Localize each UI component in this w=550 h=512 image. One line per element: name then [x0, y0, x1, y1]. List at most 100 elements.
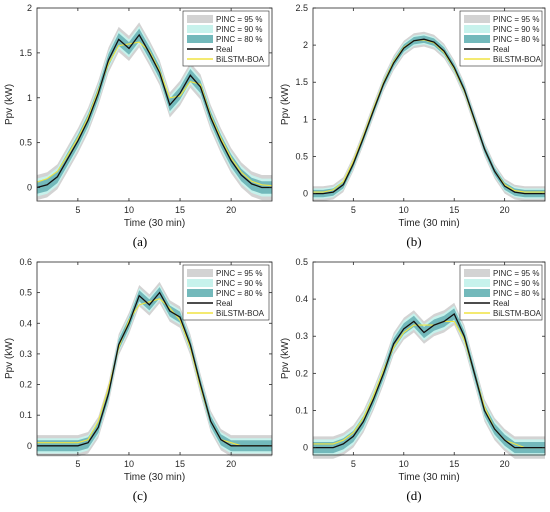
y-tick-label: 0 [27, 441, 32, 451]
series-real-line [313, 38, 545, 195]
band-pinc-80 [313, 35, 545, 198]
y-tick-label: 0.5 [19, 288, 32, 298]
x-tick-label: 15 [175, 459, 185, 469]
x-tick-label: 20 [500, 459, 510, 469]
legend-label: PINC = 80 % [216, 35, 262, 44]
legend-label: BiLSTM-BOA [216, 309, 265, 318]
legend-swatch [187, 35, 213, 43]
series-bilstm-line [37, 298, 272, 447]
y-tick-label: 0.4 [19, 318, 32, 328]
y-axis-label: Ppv (kW) [280, 84, 291, 125]
y-tick-label: 2 [27, 3, 32, 13]
legend-label: PINC = 90 % [216, 279, 262, 288]
y-tick-label: 0.1 [19, 410, 32, 420]
x-tick-label: 15 [449, 205, 459, 215]
panel-caption: (c) [133, 488, 147, 503]
y-tick-label: 1.5 [295, 77, 308, 87]
series-real-line [37, 291, 272, 447]
legend-label: BiLSTM-BOA [216, 55, 265, 64]
legend-label: PINC = 90 % [216, 25, 262, 34]
legend-label: PINC = 80 % [216, 289, 262, 298]
series-real-line [313, 313, 545, 449]
legend-swatch [464, 269, 490, 277]
legend-swatch [464, 279, 490, 287]
y-tick-label: 0.3 [19, 349, 32, 359]
y-tick-label: 1 [27, 93, 32, 103]
chart-3: 5 10 15 20 0 0.1 0.2 0.3 0.4 0.5 0.6 Time (30 min) P… [4, 257, 273, 503]
y-tick-label: 0 [303, 443, 308, 453]
series-real-line [36, 33, 272, 189]
x-tick-label: 5 [75, 459, 80, 469]
y-tick-label: 0.5 [295, 257, 308, 267]
legend: PINC = 95 %PINC = 90 %PINC = 80 %RealBiL… [182, 264, 270, 321]
legend-label: Real [216, 299, 233, 308]
legend-label: PINC = 95 % [493, 269, 539, 278]
legend-swatch [464, 289, 490, 297]
x-tick-label: 5 [351, 205, 356, 215]
y-tick-label: 1.5 [19, 48, 32, 58]
legend-label: PINC = 80 % [493, 35, 539, 44]
panel-caption: (d) [406, 488, 421, 503]
legend-label: PINC = 80 % [493, 289, 539, 298]
y-tick-label: 0 [303, 189, 308, 199]
axes-frame [312, 261, 546, 456]
y-tick-label: 0.5 [19, 138, 32, 148]
legend-swatch [187, 25, 213, 33]
y-tick-label: 0.3 [295, 331, 308, 341]
y-tick-label: 1 [303, 114, 308, 124]
legend-label: PINC = 90 % [493, 25, 539, 34]
x-tick-label: 5 [75, 205, 80, 215]
x-tick-label: 20 [500, 205, 510, 215]
x-tick-label: 15 [449, 459, 459, 469]
y-tick-label: 0.4 [295, 294, 308, 304]
y-tick-label: 0 [27, 183, 32, 193]
x-tick-label: 10 [399, 459, 409, 469]
legend-swatch [187, 289, 213, 297]
chart-1: 5 10 15 20 0 0.5 1 1.5 2 Time (30 min) Ppv (kW) (a)… [4, 3, 273, 249]
legend-label: PINC = 95 % [493, 15, 539, 24]
chart-2: 5 10 15 20 0 0.5 1 1.5 2 2.5 Time (30 min) Ppv (kW)… [280, 3, 546, 249]
y-axis-label: Ppv (kW) [4, 84, 15, 125]
x-tick-label: 5 [351, 459, 356, 469]
legend-swatch [187, 269, 213, 277]
legend-swatch [187, 279, 213, 287]
legend-label: Real [216, 45, 233, 54]
legend-swatch [464, 25, 490, 33]
legend-label: Real [493, 299, 510, 308]
series-bilstm-line [313, 39, 545, 193]
legend-swatch [464, 35, 490, 43]
panel-caption: (a) [133, 234, 147, 249]
y-tick-label: 2.5 [295, 3, 308, 13]
legend: PINC = 95 %PINC = 90 %PINC = 80 %RealBiL… [182, 10, 270, 67]
x-tick-label: 10 [124, 459, 134, 469]
x-tick-label: 20 [226, 459, 236, 469]
y-tick-label: 0.2 [19, 380, 32, 390]
y-tick-label: 0.1 [295, 405, 308, 415]
legend: PINC = 95 %PINC = 90 %PINC = 80 %RealBiL… [459, 10, 543, 67]
legend-label: PINC = 95 % [216, 15, 262, 24]
x-tick-label: 20 [226, 205, 236, 215]
legend-label: BiLSTM-BOA [493, 55, 542, 64]
x-axis-label: Time (30 min) [398, 472, 459, 483]
chart-4: 5 10 15 20 0 0.1 0.2 0.3 0.4 0.5 Time (30 min) Ppv … [280, 257, 546, 503]
y-tick-label: 0.6 [19, 257, 32, 267]
legend-label: PINC = 95 % [216, 269, 262, 278]
y-tick-label: 0.5 [295, 151, 308, 161]
legend-swatch [187, 15, 213, 23]
y-axis-label: Ppv (kW) [4, 338, 15, 379]
x-axis-label: Time (30 min) [398, 218, 459, 229]
y-tick-label: 0.2 [295, 368, 308, 378]
legend-label: PINC = 90 % [493, 279, 539, 288]
axes-frame [36, 7, 273, 202]
legend-label: Real [493, 45, 510, 54]
axes-frame [312, 7, 546, 202]
y-axis-label: Ppv (kW) [280, 338, 291, 379]
y-tick-label: 2 [303, 40, 308, 50]
band-pinc-80 [313, 308, 545, 454]
x-tick-label: 15 [175, 205, 185, 215]
x-axis-label: Time (30 min) [124, 218, 185, 229]
legend-swatch [464, 15, 490, 23]
series-bilstm-line [36, 41, 273, 187]
legend: PINC = 95 %PINC = 90 %PINC = 80 %RealBiL… [459, 264, 543, 321]
